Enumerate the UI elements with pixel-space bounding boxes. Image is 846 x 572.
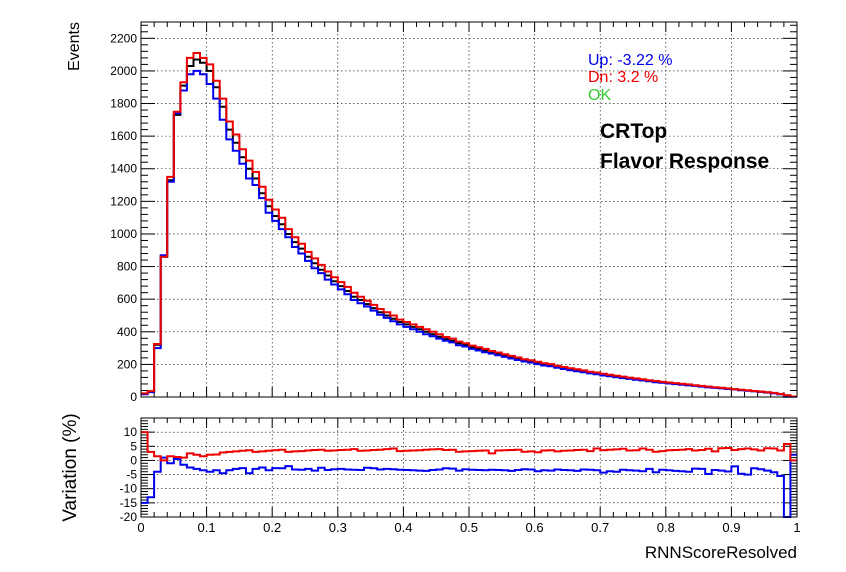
main-plot-frame: [140, 21, 798, 398]
main-y-tick-label: 800: [117, 260, 137, 274]
ratio-line-down: [141, 431, 797, 462]
x-tick-label: 0.2: [263, 520, 281, 535]
ratio-y-tick-label: -20: [120, 510, 138, 524]
x-tick-label: 0: [137, 520, 144, 535]
main-panel: 0 200 400 600 800 1000 1200 1400 1600 1800 2000 220…: [66, 21, 798, 404]
legend-down: Dn: 3.2 %: [588, 69, 658, 86]
main-y-tick-label: 1800: [110, 97, 137, 111]
x-tick-label: 0.4: [394, 520, 412, 535]
main-ticks: 0 200 400 600 800 1000 1200 1400 1600 1800 2000 220…: [110, 22, 798, 404]
x-tick-label: 0.1: [198, 520, 216, 535]
legend-ok: OK: [588, 87, 611, 104]
series-line-down: [141, 52, 797, 398]
ratio-y-tick-label: -10: [120, 482, 138, 496]
ratio-y-tick-label: -15: [120, 496, 138, 510]
x-tick-label: 0.7: [591, 520, 609, 535]
x-axis-label: RNNScoreResolved: [645, 543, 797, 562]
main-y-tick-label: 2200: [110, 31, 137, 45]
ratio-series: [141, 431, 797, 518]
region-label: CRTop: [600, 120, 667, 143]
ratio-y-tick-label: 0: [130, 453, 137, 467]
main-series: [141, 52, 797, 398]
legend-up: Up: -3.22 %: [588, 52, 672, 69]
ratio-y-tick-label: -5: [126, 468, 137, 482]
ratio-y-axis-label: Variation (%): [60, 413, 81, 521]
ratio-line-up: [141, 453, 797, 518]
ratio-y-tick-label: 5: [130, 439, 137, 453]
main-y-tick-label: 0: [130, 390, 137, 404]
ratio-plot-frame: [140, 417, 798, 518]
x-tick-label: 0.3: [329, 520, 347, 535]
x-tick-label: 0.8: [657, 520, 675, 535]
main-y-tick-label: 600: [117, 292, 137, 306]
main-y-tick-label: 1200: [110, 194, 137, 208]
x-tick-label: 0.9: [722, 520, 740, 535]
main-y-tick-label: 200: [117, 357, 137, 371]
main-grid: [141, 22, 797, 397]
ratio-y-tick-label: 10: [124, 425, 138, 439]
systematic-label: Flavor Response: [600, 150, 769, 173]
x-tick-label: 0.5: [460, 520, 478, 535]
main-y-tick-label: 1600: [110, 129, 137, 143]
x-tick-label: 0.6: [526, 520, 544, 535]
x-tick-label: 1: [793, 520, 800, 535]
main-y-tick-label: 1400: [110, 162, 137, 176]
main-y-axis-label: Events: [66, 22, 83, 71]
main-y-tick-label: 400: [117, 325, 137, 339]
main-y-tick-label: 1000: [110, 227, 137, 241]
main-y-tick-label: 2000: [110, 64, 137, 78]
